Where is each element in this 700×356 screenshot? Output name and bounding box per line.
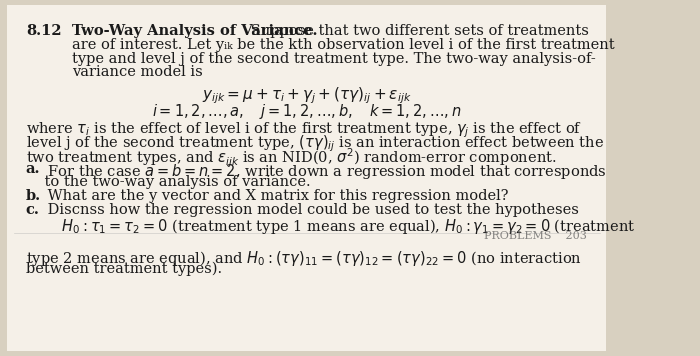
Text: a.: a.	[26, 162, 41, 176]
Text: variance model is: variance model is	[71, 65, 202, 79]
Text: $y_{ijk} = \mu + \tau_i + \gamma_j + (\tau\gamma)_{ij} + \varepsilon_{ijk}$: $y_{ijk} = \mu + \tau_i + \gamma_j + (\t…	[202, 85, 412, 106]
Text: level j of the second treatment type, $(\tau\gamma)_{ij}$ is an interaction effe: level j of the second treatment type, $(…	[26, 134, 604, 154]
Text: $H_0: \tau_1 = \tau_2 = 0$ (treatment type 1 means are equal), $H_0: \gamma_1 = : $H_0: \tau_1 = \tau_2 = 0$ (treatment ty…	[43, 217, 636, 236]
Text: PROBLEMS    203: PROBLEMS 203	[484, 231, 587, 241]
Text: For the case $a = b = n = 2$, write down a regression model that corresponds: For the case $a = b = n = 2$, write down…	[43, 162, 607, 181]
Text: b.: b.	[26, 189, 41, 203]
Text: type and level j of the second treatment type. The two-way analysis-of-: type and level j of the second treatment…	[71, 52, 595, 66]
Text: Suppose that two different sets of treatments: Suppose that two different sets of treat…	[246, 24, 589, 38]
Text: type 2 means are equal), and $H_0: (\tau\gamma)_{11} = (\tau\gamma)_{12} = (\tau: type 2 means are equal), and $H_0: (\tau…	[26, 248, 582, 268]
Text: 8.12: 8.12	[26, 24, 62, 38]
Text: are of interest. Let yᵢₖ be the kth observation level i of the first treatment: are of interest. Let yᵢₖ be the kth obse…	[71, 38, 614, 52]
Text: between treatment types).: between treatment types).	[26, 262, 222, 277]
Text: Two-Way Analysis of Variance.: Two-Way Analysis of Variance.	[71, 24, 317, 38]
Text: What are the y vector and X matrix for this regression model?: What are the y vector and X matrix for t…	[43, 189, 508, 203]
Text: c.: c.	[26, 203, 40, 218]
Text: two treatment types, and $\varepsilon_{ijk}$ is an NID(0, $\sigma^2$) random-err: two treatment types, and $\varepsilon_{i…	[26, 147, 556, 170]
Text: to the two-way analysis of variance.: to the two-way analysis of variance.	[26, 175, 310, 189]
Text: where $\tau_i$ is the effect of level i of the first treatment type, $\gamma_j$ : where $\tau_i$ is the effect of level i …	[26, 120, 582, 140]
Text: Discnss how the regression model could be used to test the hypotheses: Discnss how the regression model could b…	[43, 203, 579, 218]
FancyBboxPatch shape	[8, 5, 606, 351]
Text: $i = 1, 2, \ldots, a, \quad j = 1, 2, \ldots, b, \quad k = 1, 2, \ldots, n$: $i = 1, 2, \ldots, a, \quad j = 1, 2, \l…	[152, 102, 461, 121]
